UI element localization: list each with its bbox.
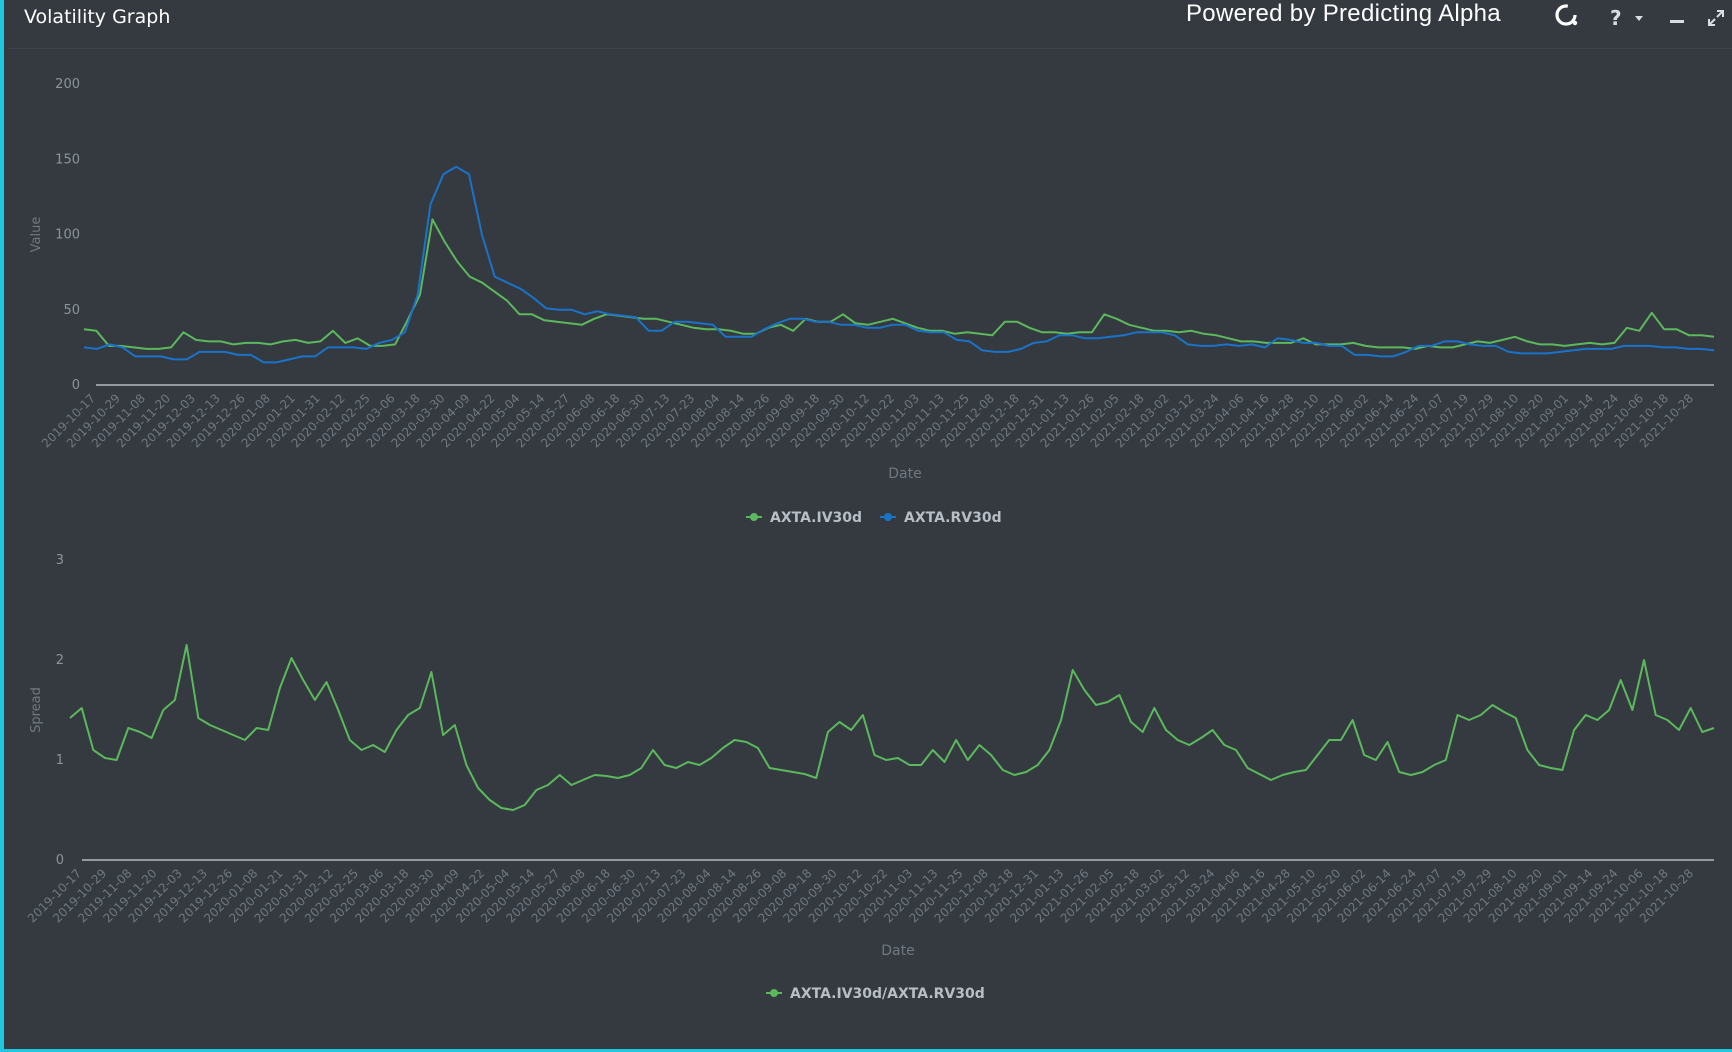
y-tick-label: 0 (72, 378, 80, 393)
x-axis-label: Date (881, 943, 914, 959)
y-axis-label: Spread (29, 687, 44, 733)
series-line-axta-rv30d (83, 165, 1715, 364)
legend-item: AXTA.IV30d/AXTA.RV30d (766, 986, 985, 1002)
legend-marker-icon (770, 989, 778, 997)
legend-label: AXTA.IV30d/AXTA.RV30d (790, 986, 985, 1002)
y-axis-label: Value (29, 217, 44, 253)
y-tick-label: 0 (56, 853, 64, 868)
legend-label: AXTA.IV30d (770, 510, 862, 526)
minimize-icon[interactable] (1670, 20, 1684, 23)
legend-marker-icon (884, 513, 892, 521)
y-tick-label: 200 (55, 77, 80, 92)
help-icon[interactable]: ? (1610, 6, 1622, 30)
charts-canvas: 050100150200Value2019-10-172019-10-29201… (25, 77, 1715, 1002)
expand-icon[interactable] (1708, 10, 1724, 26)
legend-item: AXTA.IV30d (746, 510, 862, 526)
x-axis-label: Date (888, 466, 921, 482)
series-line-axta-iv30d (83, 218, 1715, 350)
legend-label: AXTA.RV30d (904, 510, 1002, 526)
y-tick-label: 2 (56, 653, 64, 668)
window-header: Volatility Graph Powered by Predicting A… (8, 0, 1732, 49)
y-tick-label: 1 (56, 753, 64, 768)
legend-marker-icon (750, 513, 758, 521)
y-tick-label: 100 (55, 228, 80, 243)
chevron-down-icon[interactable] (1635, 16, 1643, 21)
y-tick-label: 50 (63, 303, 80, 318)
chart-1: 050100150200Value2019-10-172019-10-29201… (29, 77, 1715, 526)
powered-by-label[interactable]: Powered by Predicting Alpha (1186, 0, 1501, 27)
y-tick-label: 150 (55, 152, 80, 167)
window-title: Volatility Graph (24, 6, 171, 28)
legend-item: AXTA.RV30d (880, 510, 1002, 526)
chart-2: 0123Spread2019-10-172019-10-292019-11-08… (25, 553, 1715, 1002)
predicting-alpha-logo[interactable] (1554, 2, 1582, 28)
y-tick-label: 3 (56, 553, 64, 568)
series-line-axta-iv30d-axta-rv30d (69, 644, 1715, 811)
